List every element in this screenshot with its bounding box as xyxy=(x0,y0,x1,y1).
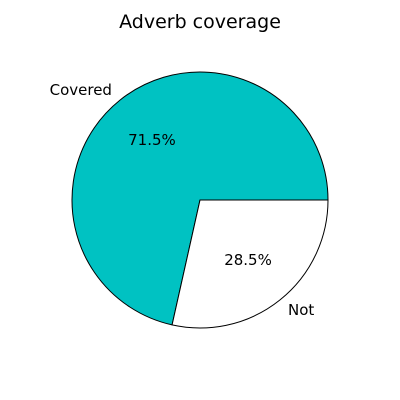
slice-label-not: Not xyxy=(288,301,314,319)
chart-title: Adverb coverage xyxy=(119,11,281,33)
slice-percent-not: 28.5% xyxy=(224,251,272,269)
slice-label-covered: Covered xyxy=(50,81,112,99)
pie-slices xyxy=(71,71,329,329)
pie-slice-covered xyxy=(71,71,329,326)
slice-percent-covered: 71.5% xyxy=(128,131,176,149)
pie-slice-not xyxy=(171,199,329,329)
pie-labels: Covered 71.5% Not 28.5% xyxy=(50,81,315,319)
